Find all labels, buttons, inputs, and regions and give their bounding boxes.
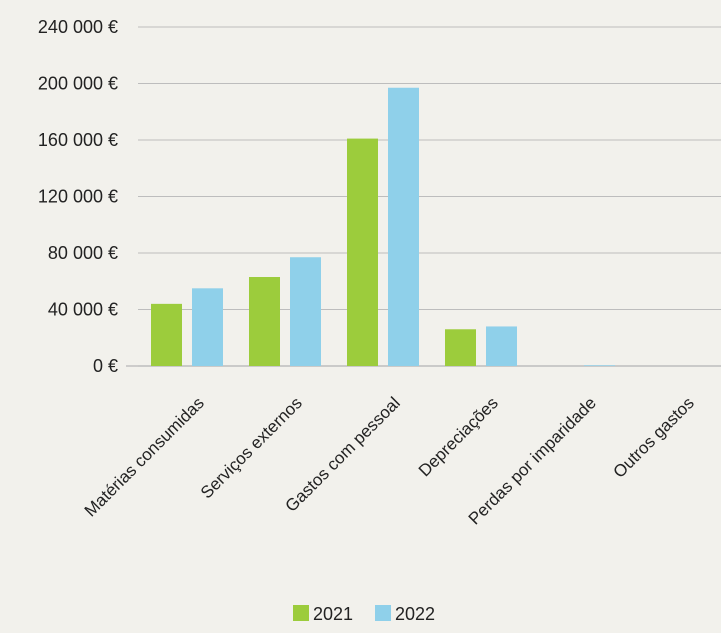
x-tick-label: Outros gastos xyxy=(610,393,698,481)
x-tick-label: Depreciações xyxy=(415,393,502,480)
bar-2021 xyxy=(347,138,378,366)
y-tick-label: 160 000 € xyxy=(38,130,118,150)
legend-swatch xyxy=(293,605,309,621)
legend: 2021 2022 xyxy=(293,604,435,624)
bars xyxy=(151,87,615,367)
legend-label: 2021 xyxy=(313,604,353,624)
bar-2021 xyxy=(151,303,182,366)
bar-2021 xyxy=(249,277,280,366)
y-tick-label: 120 000 € xyxy=(38,187,118,207)
gridlines xyxy=(126,26,721,367)
bar-2022 xyxy=(192,288,223,366)
bar-2021 xyxy=(445,329,476,366)
y-tick-label: 80 000 € xyxy=(48,243,118,263)
bar-2022 xyxy=(388,87,419,367)
legend-label: 2022 xyxy=(395,604,435,624)
bar-2022 xyxy=(584,365,615,366)
bar-2022 xyxy=(486,326,517,366)
bar-2022 xyxy=(290,257,321,366)
legend-swatch xyxy=(375,605,391,621)
y-tick-label: 200 000 € xyxy=(38,74,118,94)
y-tick-label: 240 000 € xyxy=(38,17,118,37)
y-axis-ticks: 0 € 40 000 € 80 000 € 120 000 € 160 000 € 200… xyxy=(38,17,118,376)
x-tick-label: Matérias consumidas xyxy=(81,393,208,520)
y-tick-label: 0 € xyxy=(93,356,118,376)
y-tick-label: 40 000 € xyxy=(48,300,118,320)
x-tick-label: Serviços externos xyxy=(197,393,306,502)
